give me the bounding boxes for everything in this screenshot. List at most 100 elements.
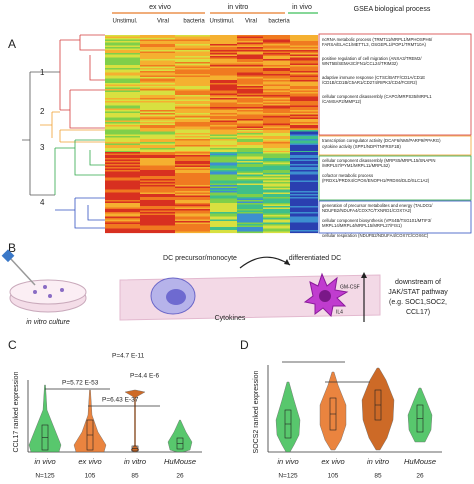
heat-cell	[210, 65, 237, 67]
heat-cell	[237, 107, 263, 109]
heat-cell	[140, 152, 175, 154]
heat-cell	[237, 165, 263, 168]
heat-cell	[105, 59, 140, 61]
heat-cell	[237, 36, 263, 39]
heat-cell	[263, 173, 290, 175]
condition-label: bacteria	[268, 19, 290, 25]
heat-cell	[210, 87, 237, 90]
heat-cell	[210, 63, 237, 66]
heat-cell	[175, 101, 210, 103]
heat-cell	[140, 224, 175, 226]
term-text: cellular component disassembly (CAPG/MRP…	[322, 94, 432, 99]
heat-cell	[263, 133, 290, 135]
heat-cell	[263, 153, 290, 156]
heat-cell	[210, 90, 237, 93]
n-label: N=125	[35, 473, 55, 480]
heat-cell	[290, 162, 318, 165]
heat-cell	[175, 111, 210, 114]
heat-cell	[237, 155, 263, 157]
heat-cell	[175, 120, 210, 123]
heat-cell	[290, 159, 318, 162]
heat-cell	[140, 194, 175, 196]
heat-cell	[290, 186, 318, 189]
heat-cell	[140, 93, 175, 96]
heat-cell	[263, 159, 290, 162]
heat-cell	[263, 47, 290, 49]
heat-cell	[105, 179, 140, 181]
heat-cell	[175, 158, 210, 160]
heat-cell	[140, 114, 175, 117]
heat-cell	[237, 168, 263, 171]
heat-cell	[140, 155, 175, 157]
heat-cell	[237, 203, 263, 205]
heat-cell	[105, 125, 140, 127]
heat-cell	[237, 153, 263, 156]
heat-cell	[263, 101, 290, 103]
term-text: cofactor metabolic process	[322, 173, 373, 178]
heat-cell	[290, 93, 318, 96]
heat-cell	[263, 192, 290, 195]
heat-cell	[175, 119, 210, 121]
heat-cell	[263, 92, 290, 94]
heat-cell	[175, 203, 210, 205]
heat-cell	[105, 102, 140, 105]
heat-cell	[263, 108, 290, 111]
heat-cell	[175, 149, 210, 152]
heat-cell	[237, 139, 263, 141]
heat-cell	[105, 126, 140, 129]
heat-cell	[263, 84, 290, 87]
violin	[275, 381, 301, 453]
heat-cell	[140, 48, 175, 51]
heat-cell	[290, 68, 318, 70]
heat-cell	[210, 95, 237, 97]
heat-cell	[140, 47, 175, 49]
heat-cell	[105, 108, 140, 111]
heat-cell	[290, 80, 318, 82]
heat-cell	[290, 65, 318, 67]
heat-cell	[237, 47, 263, 49]
heat-cell	[140, 39, 175, 42]
heat-cell	[210, 134, 237, 137]
pathway-text: JAK/STAT pathway	[388, 289, 448, 296]
heat-cell	[140, 167, 175, 169]
heat-cell	[210, 102, 237, 105]
heat-cell	[263, 126, 290, 129]
heat-cell	[140, 126, 175, 129]
heat-cell	[263, 164, 290, 166]
cluster-label: 4	[40, 198, 45, 207]
heat-cell	[237, 191, 263, 193]
heat-cell	[140, 210, 175, 213]
heat-cell	[105, 93, 140, 96]
heat-cell	[210, 92, 237, 94]
heat-cell	[140, 38, 175, 40]
heat-cell	[237, 182, 263, 184]
heat-cell	[175, 204, 210, 207]
heat-cell	[175, 148, 210, 150]
heat-cell	[140, 170, 175, 172]
heat-cell	[175, 125, 210, 127]
heat-cell	[237, 149, 263, 152]
heat-cell	[237, 227, 263, 229]
heat-cell	[105, 111, 140, 114]
heat-cell	[263, 114, 290, 117]
heat-cell	[175, 197, 210, 199]
heat-cell	[237, 71, 263, 73]
heat-cell	[175, 41, 210, 43]
heat-cell	[290, 230, 318, 232]
heat-cell	[237, 128, 263, 130]
heat-cell	[263, 143, 290, 146]
condition-label: bacteria	[183, 19, 205, 25]
heat-cell	[105, 84, 140, 87]
heat-cell	[140, 168, 175, 171]
heat-cell	[175, 170, 210, 172]
heat-cell	[263, 72, 290, 75]
heat-cell	[263, 191, 290, 193]
heat-cell	[290, 130, 318, 132]
heat-cell	[175, 145, 210, 147]
heat-cell	[140, 180, 175, 183]
heat-cell	[290, 180, 318, 183]
heat-cell	[237, 173, 263, 175]
heat-cell	[237, 57, 263, 60]
heat-cell	[140, 36, 175, 39]
heat-cell	[140, 156, 175, 159]
